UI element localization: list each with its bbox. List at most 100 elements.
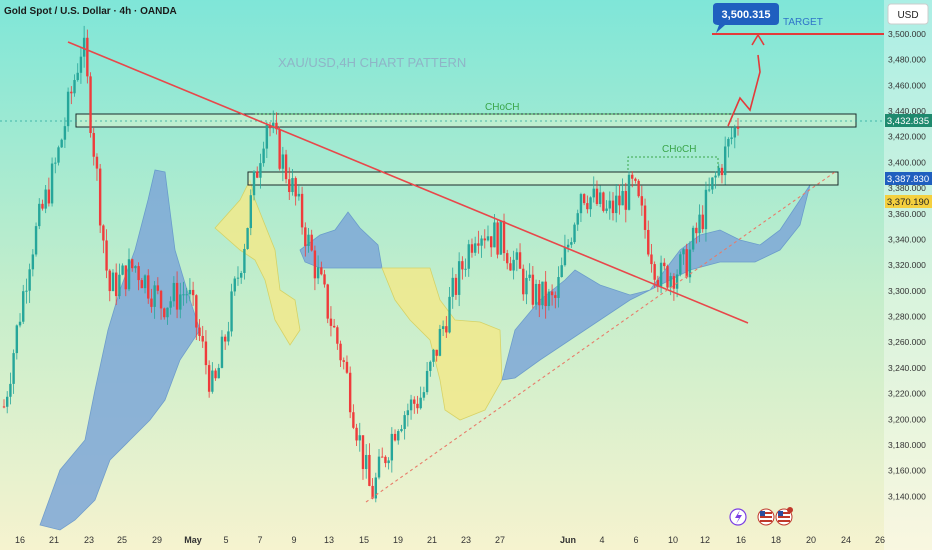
candle-body (595, 188, 599, 204)
x-tick-label: 15 (359, 535, 369, 545)
x-tick-label: 9 (291, 535, 296, 545)
watermark: XAU/USD,4H CHART PATTERN (278, 55, 466, 70)
y-tick-label: 3,400.000 (888, 157, 926, 167)
candle-body (288, 179, 291, 193)
candle-body (31, 254, 35, 270)
target-price-badge: 3,500.315 (713, 3, 779, 33)
x-tick-label: 6 (633, 535, 638, 545)
candle-body (214, 370, 217, 379)
price-axis: 3,140.000 3,160.000 3,180.000 3,200.000 3,22… (888, 29, 926, 501)
candle-body (300, 193, 304, 228)
candle-body (419, 397, 422, 409)
candle-body (518, 252, 522, 269)
currency-button[interactable]: USD (887, 3, 929, 25)
candle-body (98, 168, 102, 226)
candle-body (723, 146, 727, 176)
candle-body (422, 392, 426, 398)
candle-body (624, 191, 628, 210)
candle-body (342, 360, 345, 362)
y-tick-label: 3,240.000 (888, 363, 926, 373)
candle-body (95, 156, 99, 169)
candle-body (268, 124, 272, 129)
badge-current-text: 3,370.190 (887, 197, 929, 208)
candle-body (153, 285, 156, 307)
candle-body (307, 234, 310, 246)
event-icons[interactable] (729, 507, 793, 526)
candle-body (621, 191, 624, 206)
zone-lower (247, 171, 839, 186)
badge-lower-zone: 3,387.830 (885, 172, 932, 185)
candle-body (733, 127, 736, 138)
candle-body (79, 56, 83, 73)
choch-upper-label: CHoCH (485, 102, 519, 113)
badge-current: 3,370.190 (885, 195, 932, 208)
candle-body (400, 429, 403, 432)
candle-body (336, 327, 339, 344)
price-axis-panel[interactable] (884, 0, 932, 550)
candle-body (640, 196, 644, 206)
lightning-icon (729, 508, 747, 526)
x-tick-label: 24 (841, 535, 851, 545)
candle-body (483, 238, 486, 241)
candle-body (608, 200, 611, 209)
candle-body (653, 264, 656, 280)
candle-body (714, 175, 717, 178)
candle-body (38, 203, 41, 227)
candle-body (432, 349, 435, 362)
candle-body (102, 225, 105, 241)
candle-body (403, 415, 406, 430)
candle-body (615, 195, 618, 214)
candle-body (131, 259, 134, 269)
candle-body (486, 236, 490, 241)
candle-body (172, 282, 176, 302)
candle-body (570, 242, 573, 245)
candle-body (602, 192, 605, 211)
candle-body (320, 267, 323, 275)
us-flag-icon (757, 508, 775, 526)
x-tick-label: 5 (223, 535, 228, 545)
candle-body (560, 265, 563, 278)
candle-body (438, 328, 442, 356)
candle-body (297, 193, 301, 197)
candle-body (223, 336, 227, 342)
candle-body (643, 205, 647, 230)
candle-body (730, 137, 733, 139)
candle-body (390, 433, 394, 461)
candle-body (682, 249, 685, 255)
candle-body (355, 427, 358, 441)
y-tick-label: 3,360.000 (888, 209, 926, 219)
candle-body (175, 282, 179, 310)
candle-body (284, 154, 288, 180)
candle-body (329, 318, 333, 326)
x-tick-label: 21 (49, 535, 59, 545)
y-tick-label: 3,280.000 (888, 312, 926, 322)
descending-trendline[interactable] (67, 41, 749, 324)
candle-body (159, 290, 163, 309)
candle-body (406, 410, 410, 416)
candle-body (66, 91, 70, 127)
candle-body (265, 124, 269, 149)
candle-body (361, 435, 365, 470)
candle-body (579, 194, 583, 214)
candle-body (647, 229, 650, 255)
candle-body (364, 454, 368, 470)
choch-lower-label: CHoCH (662, 144, 696, 155)
candle-body (198, 327, 201, 336)
candle-body (685, 249, 688, 278)
candle-body (611, 200, 615, 214)
candle-body (451, 277, 454, 297)
candle-body (589, 197, 592, 210)
candle-body (506, 253, 509, 264)
candle-body (563, 247, 567, 266)
candle-body (345, 361, 349, 373)
candle-body (717, 167, 720, 176)
candle-body (291, 178, 294, 193)
symbol-info[interactable]: Gold Spot / U.S. Dollar · 4h · OANDA (4, 6, 177, 17)
candle-body (137, 266, 140, 281)
candle-body (6, 396, 9, 407)
candle-body (371, 485, 374, 499)
candle-body (528, 274, 531, 278)
time-axis[interactable]: 16 21 23 25 29 May 5 7 9 13 15 19 21 23 27 Jun 4 6 10 12 16 1… (15, 535, 885, 545)
candle-body (272, 122, 275, 129)
